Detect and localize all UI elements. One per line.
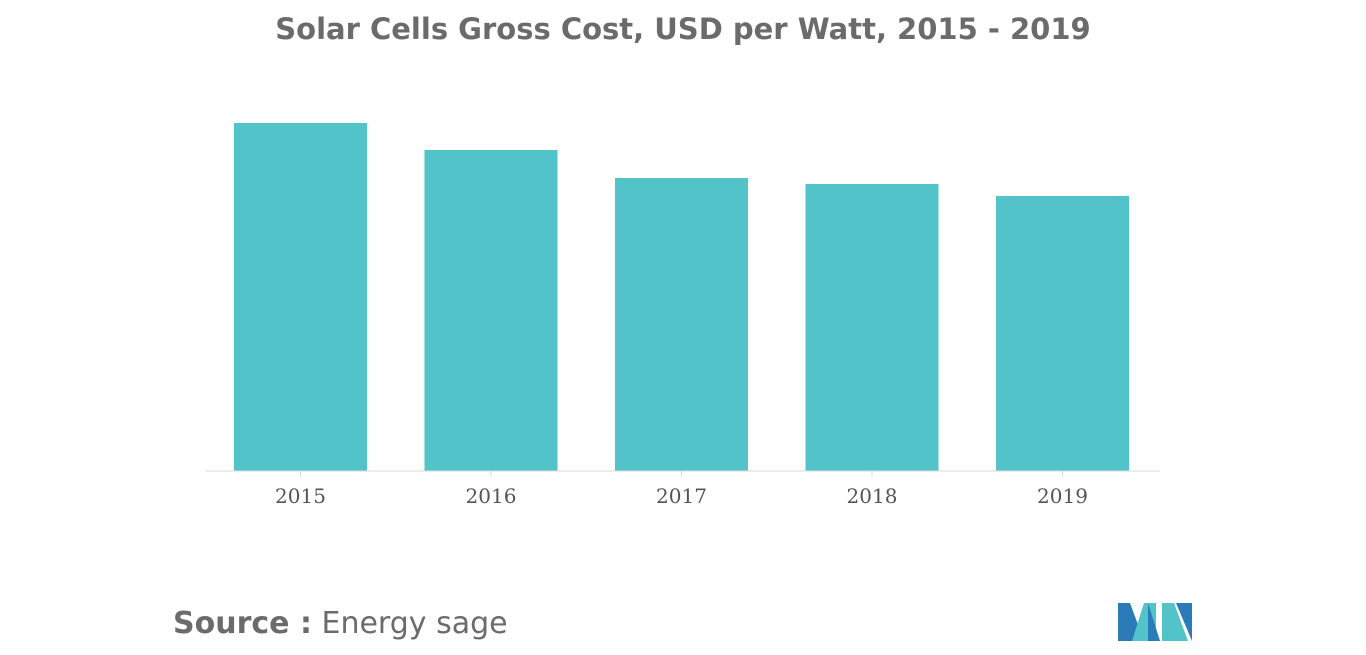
bar-2018 (805, 184, 939, 471)
source-text: Energy sage (321, 606, 508, 641)
bar-2016 (424, 150, 558, 471)
x-tick-label-2016: 2016 (466, 484, 517, 508)
x-tick-label-2015: 2015 (275, 484, 326, 508)
x-tick-label-2019: 2019 (1037, 484, 1088, 508)
mordor-intelligence-logo-icon (1118, 603, 1192, 641)
x-ticks-group: 2015 2016 2017 2018 2019 (275, 471, 1088, 508)
x-tick-label-2017: 2017 (656, 484, 707, 508)
x-tick-label-2018: 2018 (847, 484, 898, 508)
bar-chart: 2015 2016 2017 2018 2019 (205, 123, 1160, 508)
bar-2019 (996, 196, 1129, 471)
source-label: Source : (173, 606, 312, 641)
bar-2017 (615, 178, 748, 471)
chart-title: Solar Cells Gross Cost, USD per Watt, 20… (275, 12, 1091, 46)
bars-group (234, 123, 1129, 471)
bar-2015 (234, 123, 367, 471)
source-note: Source : Energy sage (173, 606, 508, 641)
